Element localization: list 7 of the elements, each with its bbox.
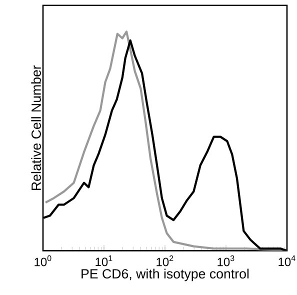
y-axis-title: Relative Cell Number <box>31 65 41 190</box>
x-tick-label: 10$^{4}$ <box>278 255 296 266</box>
x-tick-label: 10$^{1}$ <box>96 255 112 266</box>
x-axis-title: PE CD6, with isotype control <box>82 268 249 282</box>
x-tick-label: 10$^{3}$ <box>218 255 234 266</box>
x-tick-label: 10$^{2}$ <box>156 255 174 266</box>
x-tick-label: 10$^{0}$ <box>34 255 52 266</box>
